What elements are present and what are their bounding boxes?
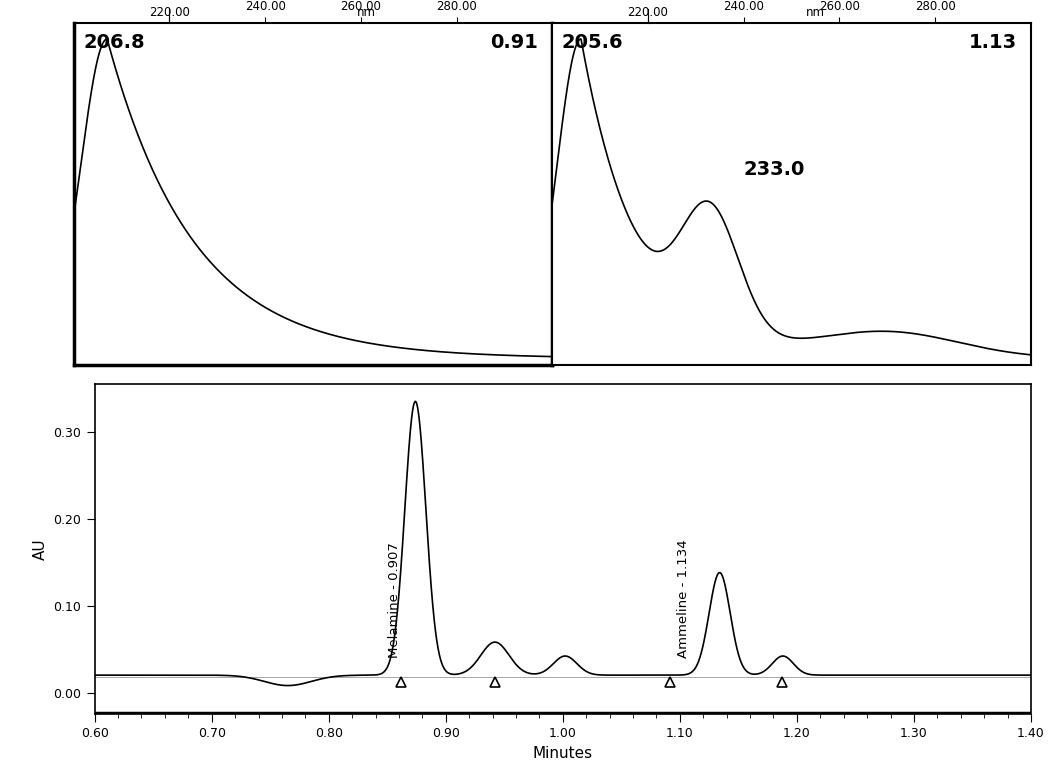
Text: 205.6: 205.6 [562, 33, 624, 52]
X-axis label: Minutes: Minutes [532, 746, 593, 761]
Text: 220.00: 220.00 [628, 6, 668, 19]
Text: 1.13: 1.13 [969, 33, 1016, 52]
Text: nm: nm [357, 6, 376, 19]
Text: Ammeline - 1.134: Ammeline - 1.134 [676, 539, 690, 657]
Text: Melamine - 0.907: Melamine - 0.907 [388, 542, 401, 657]
Text: nm: nm [806, 6, 825, 19]
Text: 0.91: 0.91 [490, 33, 538, 52]
Text: 220.00: 220.00 [149, 6, 189, 19]
Text: 206.8: 206.8 [83, 33, 145, 52]
Text: 233.0: 233.0 [744, 160, 805, 179]
Y-axis label: AU: AU [33, 538, 48, 560]
